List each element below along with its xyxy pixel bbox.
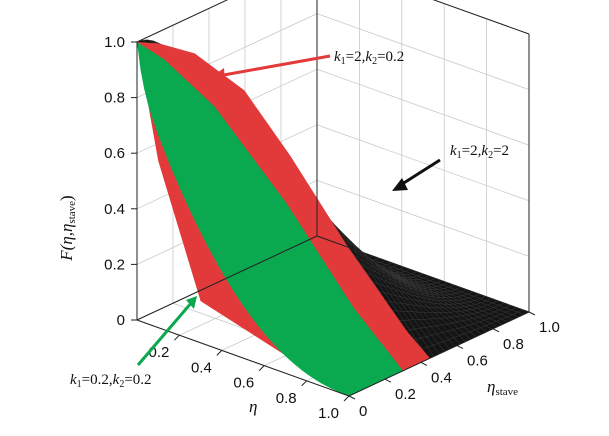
x-axis-tick-mark [343, 395, 350, 402]
z-axis-tick-label: 0.2 [104, 256, 125, 273]
z-axis-tick-label: 0.8 [104, 90, 125, 107]
annotation-sub-2: 2 [488, 150, 493, 161]
y-axis-tick-label: 0.6 [467, 353, 488, 370]
annotation-k1-value: 2 [470, 143, 478, 159]
y-axis-tick-label: 0 [359, 403, 367, 420]
x-axis-tick-label: 0.8 [276, 390, 297, 407]
annotation-arrowhead-k1-2-k2-2 [392, 178, 408, 191]
annotation-eq: = [82, 372, 90, 388]
z-axis-label-main: F [57, 250, 76, 262]
annotation-k1-2-k2-2: k1=2,k2=2 [450, 143, 509, 161]
y-axis-label-main: η [487, 377, 495, 396]
y-axis-tick-label: 1.0 [539, 319, 560, 336]
y-axis-label-sub: stave [495, 386, 518, 398]
annotation-sub-1: 1 [77, 379, 82, 390]
y-axis-tick-label: 0.8 [503, 336, 524, 353]
y-axis-tick-mark [456, 345, 464, 350]
surface-k1-0.2-k2-0.2 [137, 42, 403, 396]
z-axis-tick-label: 1.0 [104, 34, 125, 51]
side-wall-gridline [316, 180, 530, 257]
z-axis-tick-label: 0 [117, 312, 125, 329]
back-wall-gridline [136, 0, 228, 43]
x-axis-tick-label: 0.6 [233, 375, 254, 392]
annotation-arrow-k1-0.2-k2-0.2 [136, 301, 194, 366]
y-axis-tick-mark [420, 361, 428, 366]
annotation-arrowhead-k1-0.2-k2-0.2 [186, 296, 197, 309]
annotation-k-symbol: k [481, 143, 488, 159]
annotation-eq: = [377, 49, 385, 65]
annotation-eq: = [346, 49, 354, 65]
y-axis-tick-mark [528, 311, 536, 316]
annotation-sep: , [478, 143, 482, 159]
annotation-sub-2: 2 [119, 379, 124, 390]
axis-frame-line [136, 235, 318, 321]
annotation-k-symbol: k [365, 49, 372, 65]
side-wall-gridline [316, 13, 530, 90]
y-axis-tick-label: 0.2 [395, 386, 416, 403]
annotation-sub-1: 1 [341, 56, 346, 67]
x-axis-tick-mark [301, 380, 307, 387]
surface-layer [136, 39, 530, 397]
axis-frame-line [136, 319, 350, 397]
z-axis-label-args: (η,η [57, 224, 76, 251]
x-axis-tick-mark [258, 365, 265, 371]
x-axis-tick-mark [216, 350, 223, 356]
annotation-sub-1: 1 [457, 150, 462, 161]
annotation-k1-value: 2 [354, 49, 362, 65]
annotation-k-symbol: k [334, 49, 341, 65]
annotation-k-symbol: k [70, 372, 77, 388]
annotation-arrow-k1-2-k2-0.2 [217, 54, 331, 78]
z-axis-label-sub: stave [66, 201, 78, 224]
annotation-k-symbol: k [113, 372, 120, 388]
annotation-k2-value: 0.2 [133, 372, 152, 388]
annotation-eq: = [462, 143, 470, 159]
x-axis-tick-label: 1.0 [318, 405, 339, 422]
z-axis-tick-label: 0.6 [104, 145, 125, 162]
annotation-k1-value: 0.2 [90, 372, 109, 388]
x-axis-label: η [249, 397, 257, 416]
y-axis-tick-mark [384, 378, 392, 383]
y-axis-tick-mark [492, 328, 500, 333]
annotation-arrow-k1-2-k2-2 [398, 158, 441, 188]
x-axis-tick-mark [174, 334, 180, 341]
side-wall-gridline [432, 0, 530, 35]
annotation-sub-2: 2 [372, 56, 377, 67]
frame-layer [136, 0, 530, 397]
y-axis-tick-label: 0.4 [431, 369, 452, 386]
annotation-k-symbol: k [450, 143, 457, 159]
annotation-k2-value: 2 [502, 143, 510, 159]
y-axis-label: ηstave [487, 377, 518, 398]
side-wall-gridline [316, 124, 530, 202]
axis-frame-line [316, 235, 530, 313]
annotation-layer [136, 54, 441, 366]
z-axis-tick-label: 0.4 [104, 201, 125, 218]
annotation-k1-2-k2-0.2: k1=2,k2=0.2 [334, 49, 404, 67]
annotation-k2-value: 0.2 [386, 49, 405, 65]
y-axis-tick-mark [348, 395, 356, 400]
z-axis-label-close: ) [57, 195, 76, 201]
annotation-eq: = [124, 372, 132, 388]
side-wall-gridline [316, 68, 530, 146]
axis-frame-line [348, 311, 530, 397]
x-axis-tick-label: 0.4 [191, 359, 212, 376]
annotation-eq: = [493, 143, 501, 159]
annotation-k1-0.2-k2-0.2: k1=0.2,k2=0.2 [70, 372, 152, 390]
axis-frame-line [136, 0, 229, 43]
annotation-sep: , [109, 372, 113, 388]
z-axis-label: F(η,ηstave) [57, 195, 78, 261]
tick-layer: 0 0.2 0.4 0.6 0.8 1.0 0.2 0.4 0.6 0.8 1.0 0 0.2 0.4 0.… [104, 34, 560, 422]
annotation-sep: , [362, 49, 366, 65]
axis-frame-line [432, 0, 530, 35]
annotation-arrowhead-k1-2-k2-0.2 [210, 68, 225, 83]
